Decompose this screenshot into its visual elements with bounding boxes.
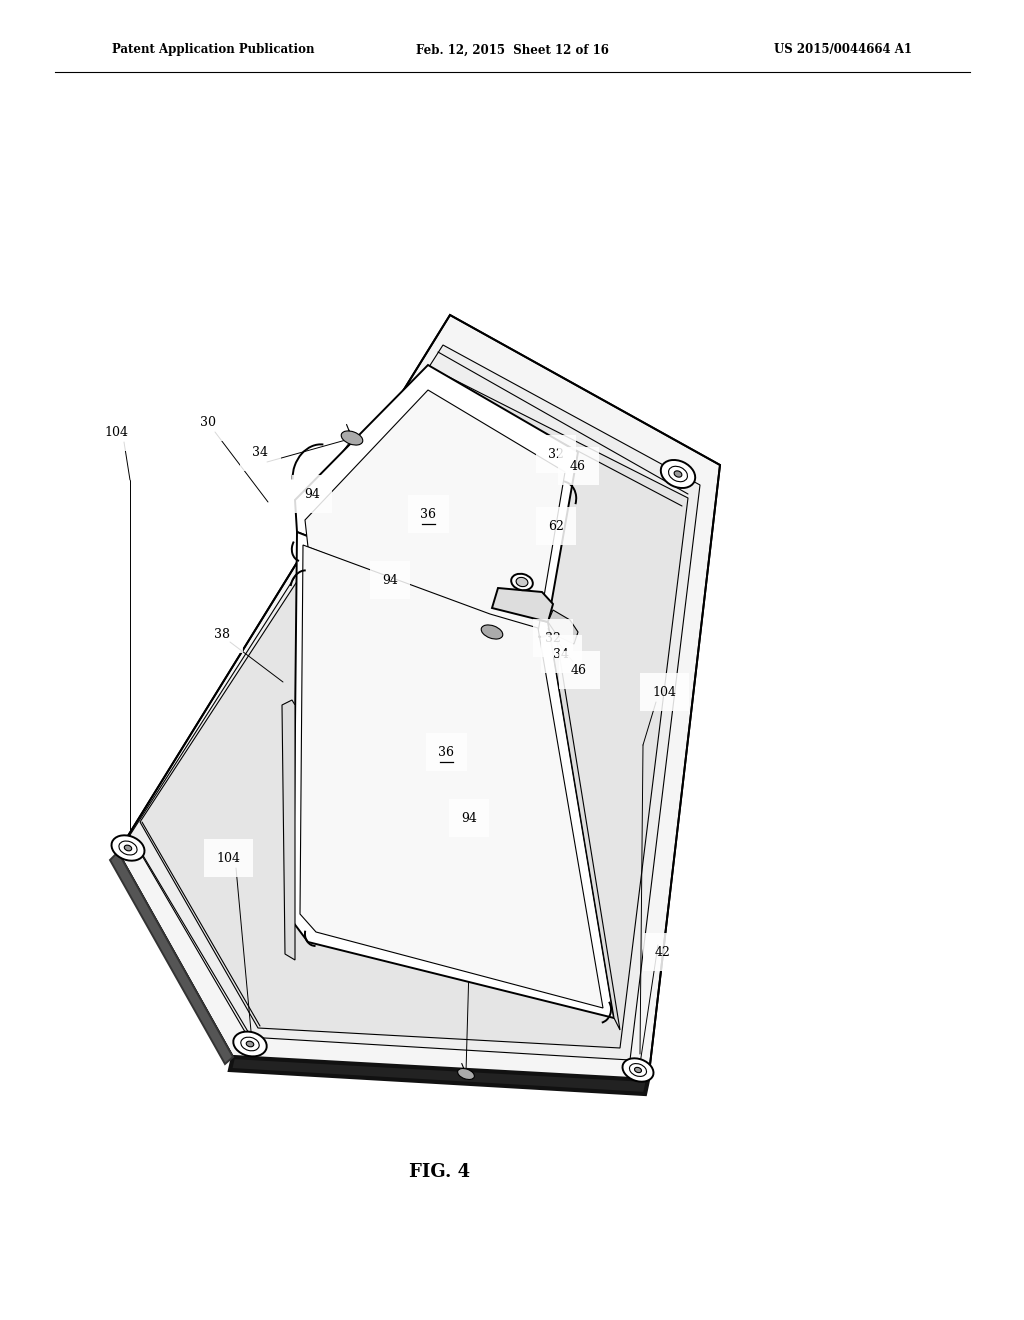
Polygon shape — [295, 366, 578, 622]
Text: Patent Application Publication: Patent Application Publication — [112, 44, 314, 57]
Ellipse shape — [246, 1041, 254, 1047]
Ellipse shape — [233, 1032, 266, 1056]
Text: 34: 34 — [252, 446, 268, 458]
Polygon shape — [118, 315, 720, 1082]
Text: Feb. 12, 2015  Sheet 12 of 16: Feb. 12, 2015 Sheet 12 of 16 — [416, 44, 608, 57]
Polygon shape — [110, 851, 233, 1064]
Text: 36: 36 — [438, 746, 454, 759]
Polygon shape — [305, 389, 565, 632]
Ellipse shape — [516, 577, 528, 586]
Ellipse shape — [241, 1038, 259, 1051]
Text: 32: 32 — [548, 447, 564, 461]
Text: 34: 34 — [553, 648, 569, 660]
Polygon shape — [300, 545, 603, 1008]
Ellipse shape — [511, 574, 532, 590]
Ellipse shape — [674, 471, 682, 477]
Ellipse shape — [124, 845, 132, 851]
Ellipse shape — [635, 1068, 641, 1073]
Ellipse shape — [660, 459, 695, 488]
Polygon shape — [293, 532, 614, 1018]
Polygon shape — [548, 622, 620, 1030]
Ellipse shape — [119, 841, 137, 855]
Text: 94: 94 — [304, 487, 319, 500]
Text: 38: 38 — [214, 627, 230, 640]
Ellipse shape — [669, 466, 687, 482]
Text: 62: 62 — [548, 520, 564, 532]
Text: 36: 36 — [420, 507, 436, 520]
Ellipse shape — [481, 624, 503, 639]
Text: 32: 32 — [545, 631, 561, 644]
Polygon shape — [230, 1057, 648, 1094]
Text: US 2015/0044664 A1: US 2015/0044664 A1 — [774, 44, 912, 57]
Ellipse shape — [458, 1068, 474, 1080]
Text: 104: 104 — [216, 851, 240, 865]
Text: FIG. 4: FIG. 4 — [410, 1163, 471, 1181]
Text: 42: 42 — [655, 945, 671, 958]
Text: 30: 30 — [200, 416, 216, 429]
Text: 94: 94 — [382, 573, 398, 586]
Ellipse shape — [341, 430, 362, 445]
Ellipse shape — [112, 836, 144, 861]
Polygon shape — [492, 587, 553, 622]
Polygon shape — [548, 610, 578, 644]
Text: 94: 94 — [461, 812, 477, 825]
Text: 46: 46 — [570, 459, 586, 473]
Ellipse shape — [623, 1059, 653, 1081]
Ellipse shape — [630, 1064, 646, 1076]
Polygon shape — [130, 345, 700, 1060]
Text: 46: 46 — [571, 664, 587, 676]
Text: 104: 104 — [104, 425, 128, 438]
Polygon shape — [282, 700, 295, 960]
Polygon shape — [140, 370, 688, 1048]
Text: 104: 104 — [652, 685, 676, 698]
